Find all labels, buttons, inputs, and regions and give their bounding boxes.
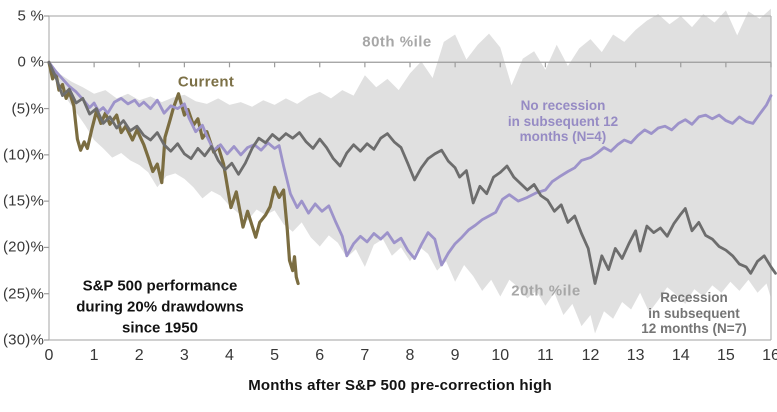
series-no-recession-in-subsequent-12-months-n-4 [47,60,773,267]
y-tick-label: (20)% [2,238,44,256]
x-tick-label: 0 [44,347,54,364]
x-tick-label: 11 [537,347,554,364]
y-tick-label: 5 % [17,7,44,25]
y-tick-label: (5)% [11,100,44,118]
x-tick-label: 5 [270,347,280,364]
x-tick-label: 3 [179,347,189,364]
annotation-recession-series-label: Recession in subsequent 12 months (N=7) [641,290,746,337]
annotation-no-recession-series-label: No recession in subsequent 12 months (N=… [508,98,618,145]
annotation-line: in subsequent 12 [507,113,619,129]
annotation-80th-percentile: 80th %ile [362,33,432,51]
series-recession-in-subsequent-12-months-n-7 [47,60,777,285]
x-tick-label: 15 [716,347,735,364]
x-tick-label: 16 [762,347,777,364]
x-axis-title: Months after S&P 500 pre-correction high [248,377,552,394]
annotation-line: in subsequent [648,305,740,321]
y-tick-label: (30)% [2,331,44,349]
annotation-line: 12 months (N=7) [641,320,747,336]
x-tick-label: 14 [671,347,690,364]
x-tick-label: 10 [491,347,510,364]
annotation-line: Recession [660,289,728,305]
annotation-line: months (N=4) [519,128,607,144]
annotation-20th-percentile: 20th %ile [511,282,581,300]
annotation-current-series-label: Current [177,73,235,91]
x-tick-label: 9 [450,347,460,364]
x-tick-label: 7 [360,347,370,364]
x-tick-label: 2 [134,347,144,364]
x-tick-label: 13 [626,347,645,364]
y-tick-label: 0 % [17,53,44,71]
chart-title-line: since 1950 [122,319,198,337]
x-tick-label: 1 [89,347,99,364]
y-tick-label: (25)% [2,285,44,303]
annotation-line: No recession [520,97,606,113]
x-tick-label: 6 [315,347,325,364]
chart-title-box: S&P 500 performance during 20% drawdowns… [76,276,244,339]
chart-title-line: during 20% drawdowns [76,298,244,316]
x-tick-label: 12 [581,347,600,364]
series-current [47,60,300,286]
x-tick-label: 4 [225,347,234,364]
y-tick-label: (10)% [2,146,44,164]
chart-title-line: S&P 500 performance [82,277,238,295]
x-tick-label: 8 [405,347,415,364]
y-tick-label: (15)% [2,192,44,210]
